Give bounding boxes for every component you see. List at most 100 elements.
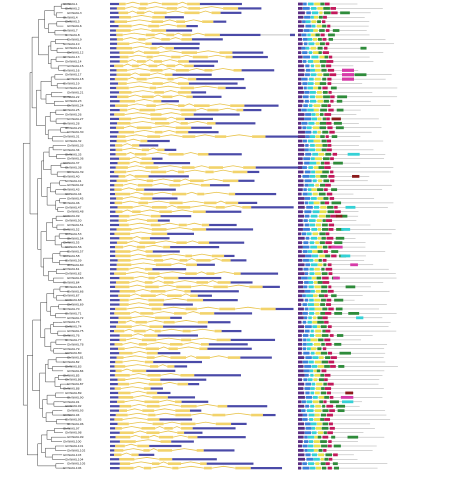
gene-structure-row: [110, 399, 209, 404]
gene-structure-row: [110, 342, 248, 346]
intron-line: [144, 10, 155, 14]
motif-box: [337, 409, 345, 413]
intron-line: [158, 364, 168, 367]
exon-box: [186, 95, 193, 99]
exon-box: [184, 290, 191, 293]
motif-box: [330, 179, 335, 183]
exon-box: [204, 33, 220, 37]
intron-line: [181, 293, 191, 297]
utr-box: [110, 197, 117, 200]
utr-box: [110, 179, 117, 182]
motif-box: [318, 378, 324, 382]
intron-line: [158, 165, 182, 168]
motif-box: [341, 228, 351, 231]
intron-line: [194, 165, 209, 168]
intron-line: [145, 59, 155, 62]
motif-box: [298, 15, 304, 19]
intron-line: [124, 399, 145, 403]
gene-structure-row: [110, 417, 193, 421]
gene-structure-row: [110, 324, 208, 328]
motif-box: [301, 46, 306, 50]
motif-box: [298, 365, 304, 368]
utr-box: [110, 33, 117, 37]
exon-box: [117, 378, 126, 381]
exon-box: [114, 272, 127, 275]
motif-box: [319, 121, 327, 125]
motif-box: [317, 7, 323, 10]
motif-row: [298, 462, 388, 466]
exon-box: [118, 24, 132, 28]
intron-line: [184, 169, 206, 173]
motif-box: [298, 77, 302, 81]
exon-box: [146, 351, 158, 355]
utr-box: [199, 2, 242, 6]
motif-box: [302, 174, 310, 178]
intron-line: [133, 395, 153, 398]
motif-box: [305, 20, 311, 24]
intron-line: [190, 284, 214, 288]
intron-line: [180, 183, 202, 186]
gene-structure-row: [110, 156, 163, 160]
gene-label: GhWAKL10: [63, 42, 80, 46]
motif-box: [320, 183, 326, 187]
intron-line: [122, 342, 139, 345]
gene-label: GhWAKL17: [65, 73, 82, 77]
utr-box: [196, 263, 215, 266]
motif-row: [298, 91, 373, 94]
motif-box: [322, 144, 328, 147]
exon-box: [143, 51, 160, 54]
motif-box: [313, 201, 320, 205]
motif-box: [298, 312, 303, 315]
intron-line: [180, 461, 201, 465]
motif-box: [315, 312, 320, 315]
gene-structure-row: [110, 306, 294, 311]
intron-line: [122, 147, 142, 151]
utr-box: [230, 338, 276, 342]
exon-box: [148, 272, 160, 275]
intron-line: [162, 81, 179, 84]
gene-structure-row: [110, 76, 245, 81]
exon-box: [119, 91, 132, 94]
motif-box: [312, 126, 320, 130]
motif-box: [309, 307, 315, 311]
intron-line: [128, 94, 142, 98]
exon-box: [138, 38, 146, 41]
motif-box: [298, 250, 302, 253]
motif-box: [318, 86, 322, 90]
motif-box: [313, 51, 319, 55]
utr-box: [110, 369, 116, 372]
motif-row: [298, 188, 383, 192]
motif-box: [321, 387, 325, 390]
motif-box: [313, 294, 318, 298]
motif-box: [298, 267, 303, 271]
intron-line: [166, 205, 178, 208]
motif-box: [303, 219, 308, 222]
exon-box: [114, 20, 128, 23]
motif-box: [320, 108, 327, 112]
motif-box: [331, 245, 343, 249]
intron-line: [195, 107, 208, 111]
motif-box: [298, 422, 305, 426]
gene-label: GhWAKL104: [65, 457, 84, 461]
utr-box: [110, 449, 115, 452]
motif-box: [302, 413, 308, 417]
motif-box: [302, 360, 309, 364]
utr-box: [110, 7, 117, 10]
utr-box: [238, 201, 258, 204]
gene-structure-row: [110, 23, 198, 28]
gene-structure-row: [110, 169, 260, 174]
motif-box: [304, 117, 311, 121]
intron-line: [163, 258, 180, 261]
motif-box: [326, 404, 334, 408]
utr-box: [110, 272, 115, 275]
exon-box: [144, 334, 158, 337]
motif-box: [334, 312, 343, 315]
exon-box: [149, 325, 164, 328]
exon-box: [146, 404, 160, 408]
utr-box: [110, 329, 115, 333]
exon-box: [114, 343, 123, 346]
gene-structure-row: [110, 213, 192, 218]
utr-box: [110, 453, 115, 456]
utr-box: [152, 268, 187, 271]
utr-box: [110, 316, 119, 319]
